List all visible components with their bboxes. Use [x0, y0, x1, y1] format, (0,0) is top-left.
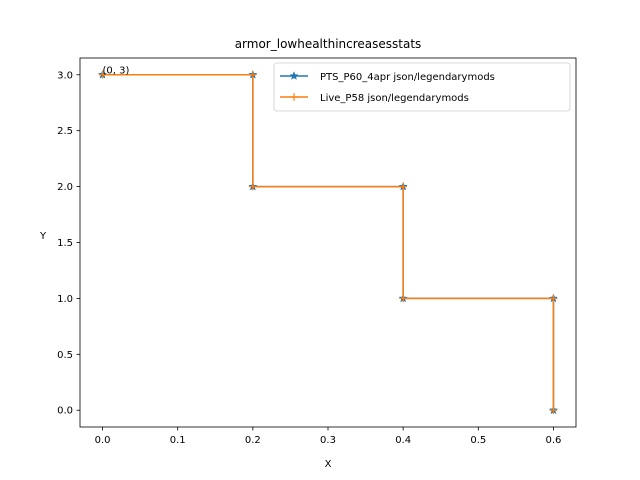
x-tick-label: 0.5 — [470, 435, 486, 446]
plus-marker — [399, 294, 407, 303]
x-tick-label: 0.4 — [395, 435, 411, 446]
x-tick-label: 0.2 — [245, 435, 261, 446]
legend-label: Live_P58 json/legendarymods — [320, 93, 469, 104]
legend-item-1: PTS_P60_4apr json/legendarymods — [280, 71, 495, 83]
point-annotation: (0, 3) — [103, 65, 130, 76]
y-tick-label: 2.5 — [57, 126, 73, 137]
series-layer — [97, 69, 559, 415]
plus-marker — [549, 406, 558, 415]
y-tick-label: 3.0 — [57, 70, 73, 81]
plus-marker — [549, 294, 558, 303]
legend-item-2: Live_P58 json/legendarymods — [280, 93, 469, 104]
x-tick-label: 0.3 — [320, 435, 336, 446]
y-axis-label: Y — [39, 231, 47, 242]
x-axis-label: X — [325, 459, 332, 470]
x-tick-label: 0.6 — [546, 435, 562, 446]
chart-title: armor_lowhealthincreasesstats — [235, 37, 422, 51]
y-tick-label: 1.0 — [57, 294, 73, 305]
plus-marker — [249, 182, 257, 191]
plus-marker — [249, 70, 257, 79]
x-tick-label: 0.1 — [170, 435, 186, 446]
y-tick-label: 0.0 — [57, 406, 73, 417]
x-tick-label: 0.0 — [95, 435, 111, 446]
y-axis: 0.0 0.5 1.0 1.5 2.0 2.5 3.0 — [57, 70, 80, 417]
plus-marker — [399, 182, 407, 191]
legend: PTS_P60_4apr json/legendarymods Live_P58 … — [273, 62, 571, 112]
x-axis: 0.0 0.1 0.2 0.3 0.4 0.5 0.6 — [95, 427, 562, 446]
series-2 — [98, 70, 558, 415]
legend-box — [273, 62, 571, 112]
plus-marker — [290, 93, 298, 101]
y-tick-label: 0.5 — [57, 350, 73, 361]
y-tick-label: 1.5 — [57, 238, 73, 249]
legend-label: PTS_P60_4apr json/legendarymods — [320, 72, 495, 83]
star-marker — [289, 71, 299, 80]
plus-marker — [98, 70, 107, 79]
annotation-layer: (0, 3) — [103, 65, 130, 76]
y-tick-label: 2.0 — [57, 182, 73, 193]
